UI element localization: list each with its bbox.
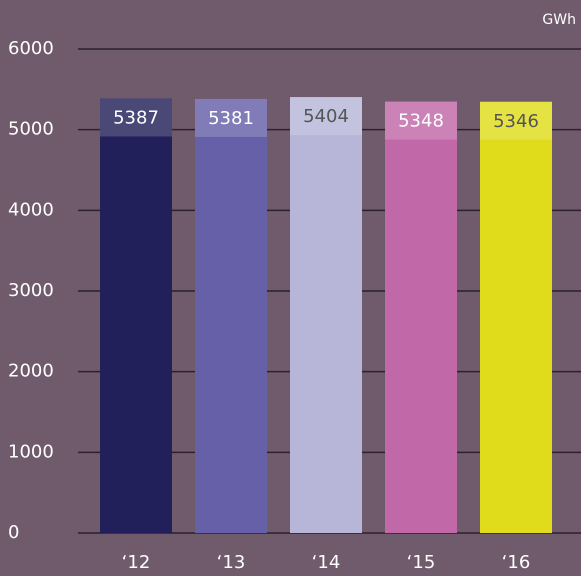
- bar: [480, 101, 552, 534]
- value-label: 5346: [493, 111, 539, 132]
- bar-label-band: [385, 101, 457, 140]
- bar: [290, 97, 362, 533]
- y-tick-label: 0: [8, 522, 19, 543]
- x-tick-label: ‘14: [312, 552, 341, 573]
- bar: [385, 101, 457, 533]
- value-label: 5348: [398, 111, 444, 132]
- bar-label-band: [100, 98, 172, 137]
- bar: [100, 98, 172, 533]
- x-tick-label: ‘16: [502, 552, 531, 573]
- value-label: 5381: [208, 108, 254, 129]
- bar-label-band: [290, 97, 362, 136]
- x-tick-label: ‘13: [217, 552, 246, 573]
- y-tick-label: 5000: [8, 119, 54, 140]
- y-tick-label: 1000: [8, 441, 54, 462]
- x-tick-label: ‘15: [407, 552, 436, 573]
- bar: [195, 98, 267, 533]
- y-tick-label: 4000: [8, 199, 54, 220]
- value-label: 5404: [303, 106, 349, 127]
- bar-label-band: [195, 98, 267, 137]
- y-tick-label: 2000: [8, 361, 54, 382]
- y-tick-label: 3000: [8, 280, 54, 301]
- unit-label: GWh: [542, 12, 576, 28]
- x-tick-label: ‘12: [122, 552, 151, 573]
- value-label: 5387: [113, 107, 159, 128]
- y-tick-label: 6000: [8, 38, 54, 59]
- bar-label-band: [480, 101, 552, 140]
